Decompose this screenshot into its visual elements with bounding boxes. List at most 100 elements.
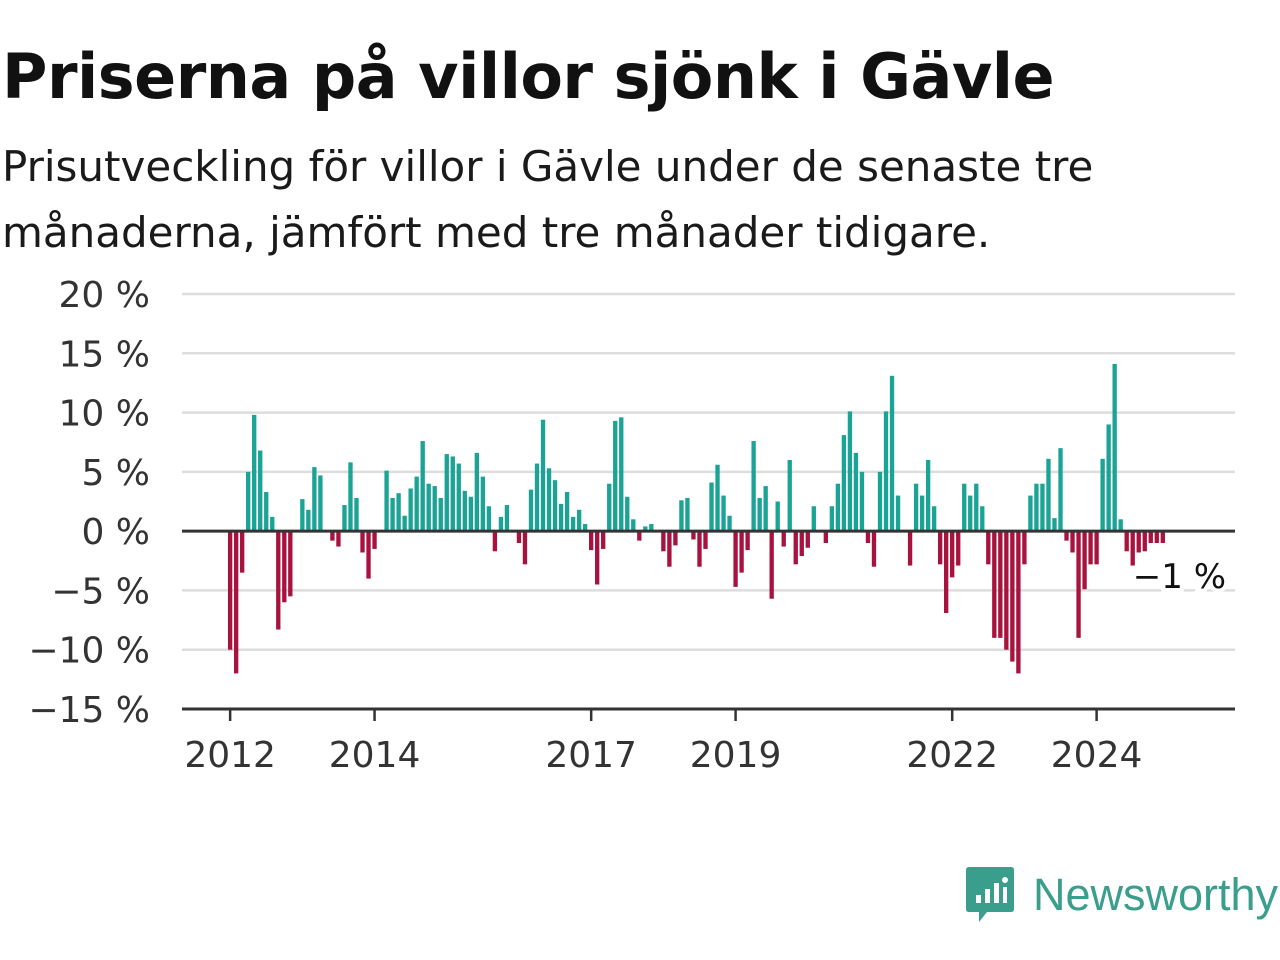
bar	[408, 488, 413, 532]
bar	[823, 531, 828, 543]
bar	[1094, 531, 1099, 565]
bar	[607, 483, 612, 532]
bar	[456, 463, 461, 532]
bar	[396, 493, 401, 532]
bar	[498, 516, 504, 532]
bar	[1112, 363, 1117, 532]
bar	[625, 496, 630, 532]
bar	[715, 464, 720, 532]
bar	[546, 468, 552, 532]
bar	[613, 420, 618, 532]
bar	[552, 480, 558, 532]
bar	[649, 524, 654, 532]
bar	[444, 454, 449, 532]
bar	[1106, 424, 1111, 532]
y-tick-label: −15 %	[28, 690, 150, 731]
bar	[709, 482, 714, 532]
bar	[667, 531, 672, 567]
chart-title: Priserna på villor sjönk i Gävle	[2, 40, 1055, 113]
bar	[372, 531, 377, 549]
bar	[835, 483, 841, 532]
bar	[474, 452, 479, 532]
bar	[1148, 531, 1153, 543]
bar	[227, 531, 233, 650]
bar	[998, 531, 1003, 638]
bar	[1130, 531, 1135, 566]
bar	[968, 495, 973, 532]
bar	[414, 476, 419, 532]
bar	[1100, 458, 1105, 532]
bar	[1088, 531, 1093, 565]
bar	[980, 506, 985, 532]
bar	[781, 531, 786, 547]
bar	[691, 531, 696, 540]
bar	[841, 435, 847, 532]
bar	[763, 486, 768, 532]
bar	[805, 531, 810, 548]
bar	[643, 526, 648, 532]
x-axis-ticks: 2012 2014 2017 2019 2022 2024	[184, 709, 1142, 776]
bar	[276, 531, 281, 630]
bar	[582, 524, 588, 532]
bar	[534, 463, 540, 532]
bar	[366, 531, 371, 579]
bar	[384, 470, 389, 532]
bar	[480, 476, 486, 532]
bar	[595, 531, 600, 585]
y-axis-ticks: 20 % 15 % 10 % 5 % 0 % −5 % −10 % −15 %	[28, 275, 150, 731]
bar	[919, 495, 925, 532]
x-tick-label: 2014	[329, 735, 421, 776]
bar	[468, 496, 473, 532]
bar	[390, 497, 395, 532]
bar	[745, 531, 750, 551]
bar	[516, 531, 522, 543]
bar	[354, 497, 359, 532]
bar	[829, 506, 835, 532]
bar	[1064, 531, 1069, 541]
y-tick-label: 20 %	[59, 275, 150, 316]
bar	[739, 531, 744, 573]
bar	[889, 375, 895, 532]
bar	[631, 519, 636, 532]
bar	[601, 531, 606, 549]
bar	[950, 531, 955, 578]
x-tick-label: 2012	[184, 735, 276, 776]
bar	[450, 456, 455, 532]
bar	[540, 419, 546, 532]
bar	[703, 531, 708, 549]
brand-name: Newsworthy	[1033, 869, 1279, 920]
x-tick-label: 2024	[1051, 735, 1143, 776]
brand-logo: Newsworthy	[965, 863, 1278, 927]
bar	[931, 506, 937, 532]
bar	[1028, 495, 1033, 532]
bar	[913, 483, 919, 532]
bar	[240, 531, 245, 573]
bar	[233, 531, 239, 674]
bar	[504, 505, 510, 532]
bar	[1004, 531, 1009, 650]
bar	[907, 531, 913, 566]
x-tick-label: 2019	[690, 735, 782, 776]
bar	[661, 531, 666, 552]
bar	[962, 483, 967, 532]
bar	[1118, 519, 1123, 532]
bar	[1124, 531, 1129, 552]
bar	[811, 506, 816, 532]
bar	[252, 414, 257, 532]
bar	[348, 462, 353, 532]
bar	[330, 531, 335, 541]
bar	[360, 531, 365, 553]
bar	[895, 495, 901, 532]
bar	[318, 475, 323, 532]
bar	[342, 505, 347, 532]
y-tick-label: −5 %	[51, 571, 150, 612]
bar	[619, 417, 624, 532]
newsworthy-logo-icon	[966, 867, 1014, 922]
bar	[1016, 531, 1021, 674]
bar	[859, 471, 865, 532]
bar	[1046, 458, 1051, 532]
bar	[270, 516, 275, 532]
bar	[1136, 531, 1141, 553]
bar	[1082, 531, 1087, 590]
bar	[1142, 531, 1147, 552]
